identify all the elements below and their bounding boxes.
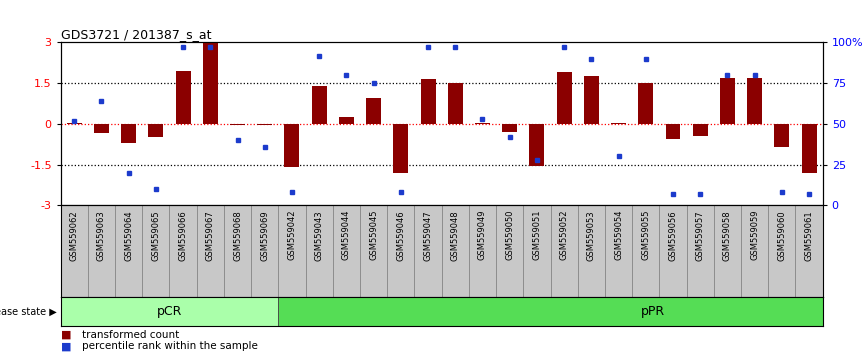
Text: GSM559064: GSM559064 [124, 210, 133, 261]
Bar [741, 205, 768, 297]
Bar [442, 205, 469, 297]
Bar [557, 72, 572, 124]
Text: GSM559067: GSM559067 [206, 210, 215, 261]
Bar [632, 205, 659, 297]
Bar [584, 76, 598, 124]
Bar [774, 124, 789, 147]
Bar [687, 205, 714, 297]
Text: pPR: pPR [641, 305, 665, 318]
Bar [529, 124, 545, 166]
Text: GSM559048: GSM559048 [451, 210, 460, 261]
Bar [502, 124, 517, 132]
Bar [230, 124, 245, 125]
Text: GSM559057: GSM559057 [695, 210, 705, 261]
Text: GSM559056: GSM559056 [669, 210, 677, 261]
Text: GSM559061: GSM559061 [805, 210, 813, 261]
Bar [659, 205, 687, 297]
Bar [251, 205, 278, 297]
Text: GSM559050: GSM559050 [505, 210, 514, 261]
Text: percentile rank within the sample: percentile rank within the sample [82, 341, 258, 351]
Bar [257, 124, 272, 125]
Bar [339, 117, 354, 124]
Bar [475, 122, 490, 124]
Bar [366, 98, 381, 124]
Bar [306, 205, 333, 297]
Bar [278, 297, 823, 326]
Text: GSM559051: GSM559051 [533, 210, 541, 261]
Bar [605, 205, 632, 297]
Text: GSM559065: GSM559065 [152, 210, 160, 261]
Text: GSM559055: GSM559055 [642, 210, 650, 261]
Bar [551, 205, 578, 297]
Bar [121, 124, 136, 143]
Bar [665, 124, 681, 139]
Bar [278, 205, 306, 297]
Bar [312, 86, 326, 124]
Bar [469, 205, 496, 297]
Text: GSM559049: GSM559049 [478, 210, 487, 261]
Bar [203, 43, 217, 124]
Text: GSM559042: GSM559042 [288, 210, 296, 261]
Bar [176, 71, 191, 124]
Text: GSM559069: GSM559069 [261, 210, 269, 261]
Bar [496, 205, 523, 297]
Text: pCR: pCR [157, 305, 182, 318]
Bar [638, 83, 653, 124]
Bar [142, 205, 170, 297]
Bar [61, 297, 278, 326]
Text: GSM559044: GSM559044 [342, 210, 351, 261]
Bar [720, 78, 735, 124]
Bar [393, 124, 408, 173]
Bar [747, 78, 762, 124]
Text: GSM559043: GSM559043 [314, 210, 324, 261]
Bar [284, 124, 300, 167]
Bar [415, 205, 442, 297]
Bar [170, 205, 197, 297]
Bar [87, 205, 115, 297]
Bar [387, 205, 415, 297]
Bar [768, 205, 796, 297]
Bar [115, 205, 142, 297]
Text: disease state ▶: disease state ▶ [0, 307, 56, 316]
Text: GSM559068: GSM559068 [233, 210, 242, 261]
Bar [578, 205, 605, 297]
Bar [802, 124, 817, 173]
Bar [714, 205, 741, 297]
Text: GDS3721 / 201387_s_at: GDS3721 / 201387_s_at [61, 28, 211, 41]
Bar [523, 205, 551, 297]
Text: GSM559058: GSM559058 [723, 210, 732, 261]
Text: ■: ■ [61, 330, 71, 339]
Text: ■: ■ [61, 341, 71, 351]
Bar [360, 205, 387, 297]
Bar [148, 124, 164, 137]
Text: GSM559052: GSM559052 [559, 210, 569, 261]
Bar [94, 124, 109, 133]
Bar [611, 122, 626, 124]
Bar [796, 205, 823, 297]
Bar [67, 122, 81, 124]
Bar [61, 205, 87, 297]
Text: GSM559062: GSM559062 [70, 210, 79, 261]
Text: transformed count: transformed count [82, 330, 179, 339]
Text: GSM559063: GSM559063 [97, 210, 106, 261]
Text: GSM559059: GSM559059 [750, 210, 759, 261]
Text: GSM559046: GSM559046 [397, 210, 405, 261]
Text: GSM559045: GSM559045 [369, 210, 378, 261]
Bar [448, 83, 462, 124]
Text: GSM559053: GSM559053 [587, 210, 596, 261]
Bar [421, 79, 436, 124]
Bar [693, 124, 708, 136]
Bar [333, 205, 360, 297]
Text: GSM559047: GSM559047 [423, 210, 432, 261]
Bar [224, 205, 251, 297]
Bar [197, 205, 224, 297]
Text: GSM559060: GSM559060 [778, 210, 786, 261]
Text: GSM559066: GSM559066 [178, 210, 188, 261]
Text: GSM559054: GSM559054 [614, 210, 623, 261]
